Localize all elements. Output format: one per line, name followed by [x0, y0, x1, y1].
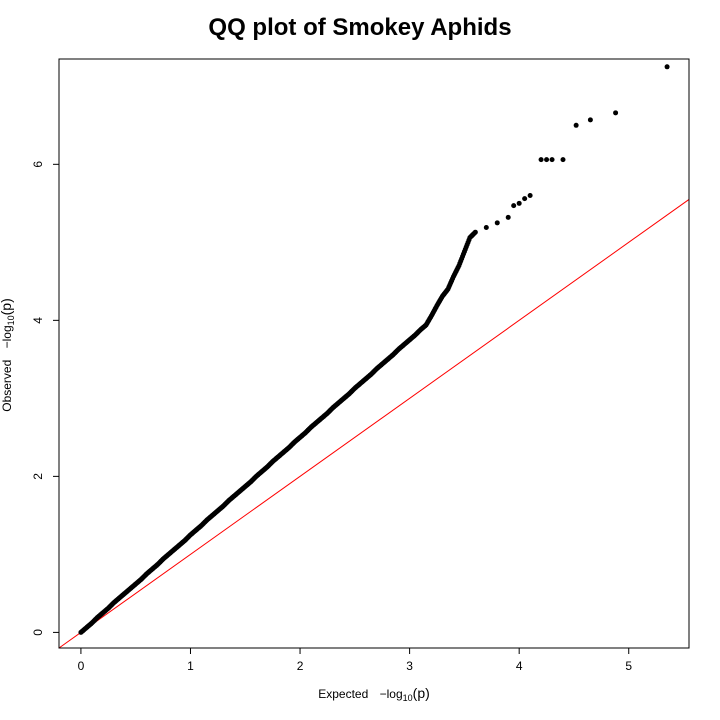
reference-line-layer [58, 199, 690, 649]
data-point [511, 203, 517, 209]
data-point [494, 220, 500, 226]
y-axis-label: Observed −log10(p) [0, 298, 16, 412]
data-point [516, 200, 522, 206]
x-tick-label: 5 [625, 659, 632, 673]
reference-line [58, 199, 690, 649]
x-tick-label: 2 [297, 659, 304, 673]
plot-frame [58, 58, 690, 649]
x-tick-label: 1 [187, 659, 194, 673]
data-point [664, 64, 670, 70]
points-layer [78, 64, 670, 635]
y-tick-label: 0 [31, 629, 45, 636]
data-point [527, 193, 533, 199]
x-tick-label: 3 [406, 659, 413, 673]
data-point [544, 157, 550, 163]
x-axis-label: Expected −log10(p) [318, 685, 430, 703]
data-point [472, 229, 478, 235]
data-point [505, 214, 511, 220]
y-tick-label: 4 [31, 317, 45, 324]
x-tick-label: 4 [516, 659, 523, 673]
data-point [522, 196, 528, 202]
chart-title: QQ plot of Smokey Aphids [208, 14, 512, 41]
data-point [573, 122, 579, 128]
y-axis: 0 2 4 6 [31, 161, 59, 636]
data-point [613, 110, 619, 116]
data-point [483, 225, 489, 231]
x-axis: 0 1 2 3 4 5 [78, 648, 632, 673]
data-point [549, 157, 555, 163]
x-tick-label: 0 [78, 659, 85, 673]
data-point [587, 117, 593, 123]
y-tick-label: 6 [31, 161, 45, 168]
data-point [538, 157, 544, 163]
y-tick-label: 2 [31, 473, 45, 480]
data-point [560, 157, 566, 163]
